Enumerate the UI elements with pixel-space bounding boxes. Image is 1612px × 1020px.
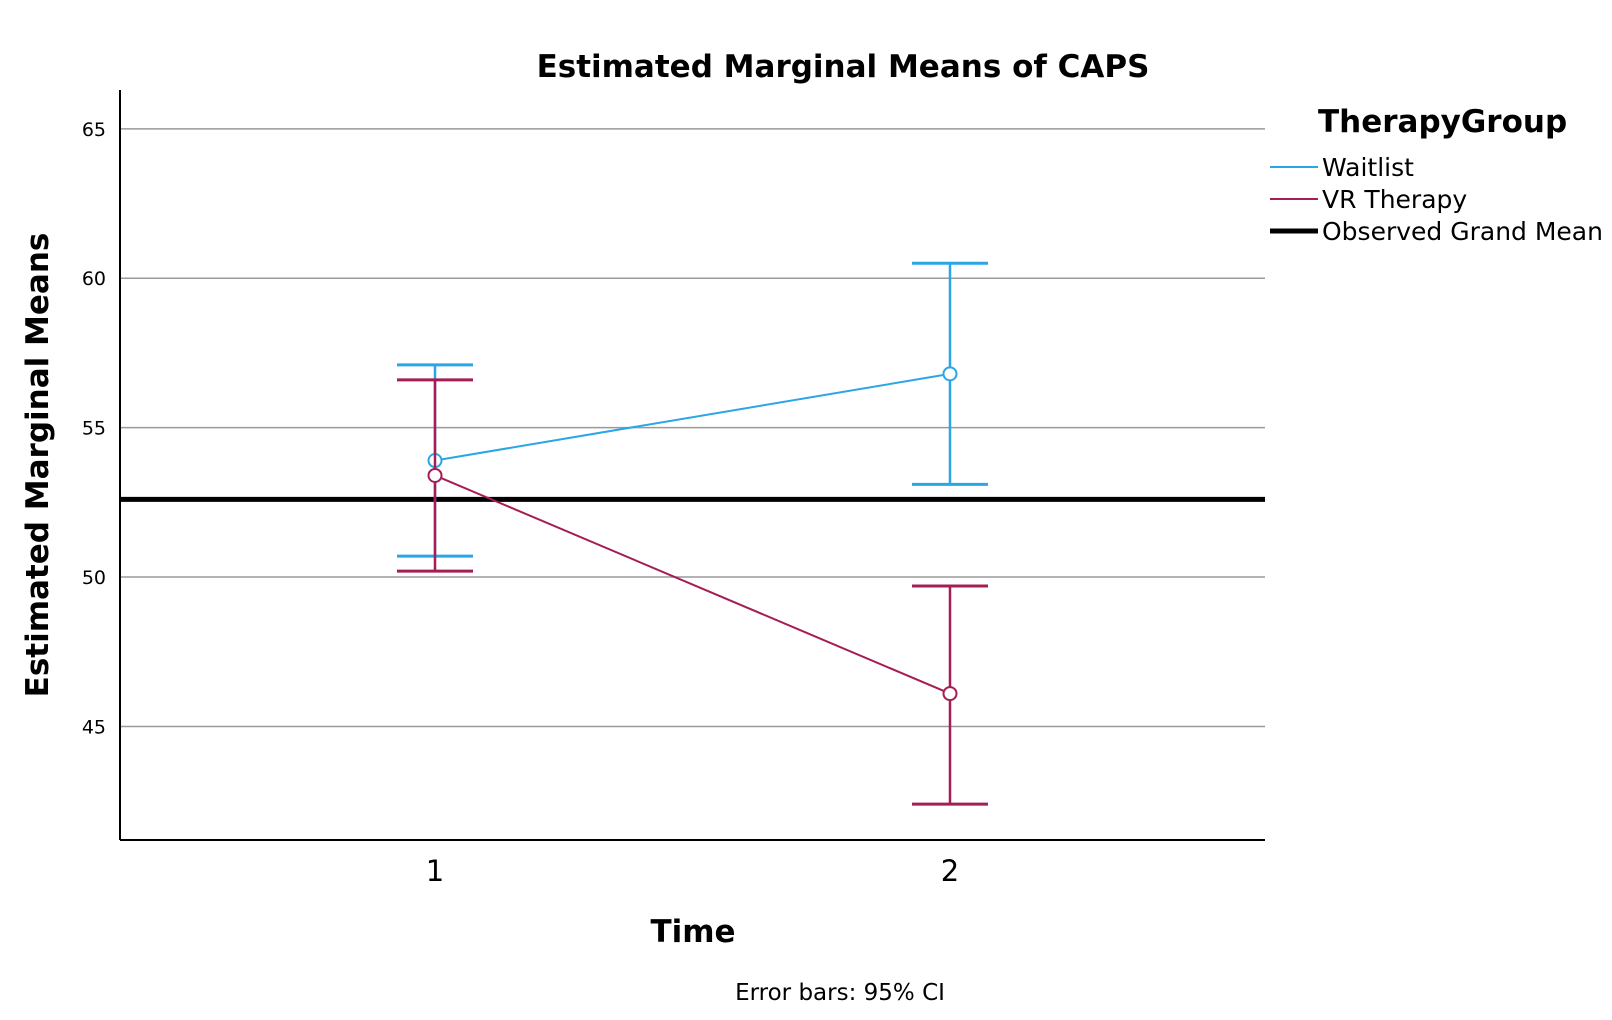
legend-label-0: Waitlist [1322, 153, 1414, 182]
x-axis-label: Time [650, 914, 735, 950]
series-line-1 [434, 474, 951, 695]
legend-label-1: VR Therapy [1322, 185, 1467, 214]
chart-title: Estimated Marginal Means of CAPS [537, 49, 1150, 85]
y-tick-labels: 45 50 55 60 65 [82, 119, 106, 739]
y-tick-label-50: 50 [82, 567, 106, 589]
point-1-1 [942, 686, 958, 702]
error-bars-note: Error bars: 95% CI [735, 980, 945, 1006]
series-line-0 [434, 372, 951, 462]
x-tick-label-1: 1 [426, 854, 444, 888]
y-tick-label-55: 55 [82, 418, 106, 440]
x-tick-label-2: 2 [941, 854, 959, 888]
gridlines [120, 128, 1265, 728]
series-group [397, 261, 988, 806]
point-1-0 [427, 467, 443, 483]
y-axis-label: Estimated Marginal Means [20, 233, 56, 698]
y-tick-label-60: 60 [82, 268, 106, 290]
y-tick-label-65: 65 [82, 119, 106, 141]
series-0 [397, 261, 988, 558]
legend-title: TherapyGroup [1318, 104, 1567, 140]
series-1 [397, 378, 988, 806]
point-0-1 [942, 366, 958, 382]
legend: TherapyGroup Waitlist VR Therapy Observed … [1270, 104, 1603, 246]
legend-label-2: Observed Grand Mean [1322, 217, 1603, 246]
y-tick-label-45: 45 [82, 716, 106, 738]
